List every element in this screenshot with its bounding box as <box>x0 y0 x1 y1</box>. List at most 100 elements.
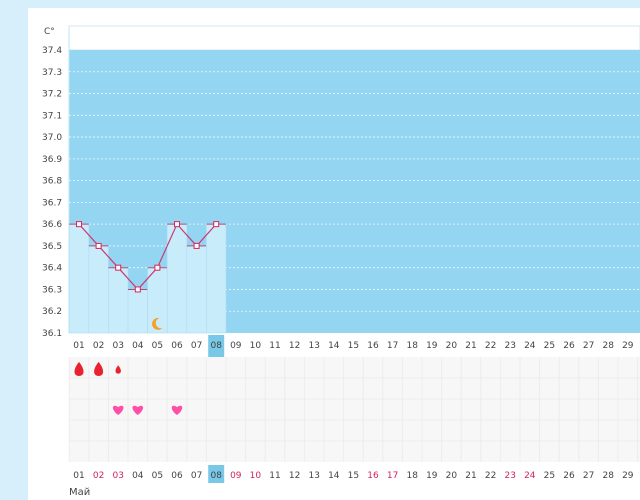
day-label: 03 <box>112 471 123 481</box>
day-label: 08 <box>210 341 222 351</box>
day-label: 08 <box>210 471 222 481</box>
y-axis-unit-label: C° <box>44 27 55 37</box>
plot-top-strip <box>68 25 640 51</box>
temperature-point <box>115 264 122 271</box>
day-label: 07 <box>191 341 202 351</box>
temperature-point <box>213 221 220 228</box>
day-label: 12 <box>289 471 300 481</box>
day-label: 29 <box>622 341 634 351</box>
day-bar <box>127 289 148 334</box>
temperature-line <box>78 223 217 291</box>
day-label: 03 <box>112 341 123 351</box>
y-tick-label: 36.5 <box>42 242 62 252</box>
y-tick-label: 36.3 <box>42 285 62 295</box>
day-label: 21 <box>465 471 476 481</box>
y-tick-label: 37.4 <box>42 46 62 56</box>
day-label: 05 <box>152 341 163 351</box>
day-label: 07 <box>191 471 202 481</box>
day-label: 04 <box>132 341 144 351</box>
day-label: 05 <box>152 471 163 481</box>
y-tick-label: 36.4 <box>42 264 62 274</box>
day-bar <box>147 267 168 334</box>
day-label: 18 <box>406 471 418 481</box>
day-label: 15 <box>348 471 359 481</box>
day-label: 25 <box>544 471 555 481</box>
drop-icon <box>74 362 84 376</box>
day-label: 13 <box>308 341 319 351</box>
day-label: 20 <box>446 471 458 481</box>
heart-icon <box>171 405 183 415</box>
day-label: 28 <box>602 471 614 481</box>
day-label: 26 <box>563 341 575 351</box>
day-label: 10 <box>250 471 262 481</box>
temperature-point <box>154 264 161 271</box>
day-bar <box>206 223 227 334</box>
heart-icon <box>132 405 144 415</box>
day-label: 19 <box>426 471 438 481</box>
day-label: 01 <box>73 341 84 351</box>
day-label: 09 <box>230 471 242 481</box>
day-label: 12 <box>289 341 300 351</box>
day-label: 29 <box>622 471 634 481</box>
day-label: 11 <box>269 341 280 351</box>
day-label: 17 <box>387 471 398 481</box>
y-tick-label: 37.2 <box>42 90 62 100</box>
day-label: 27 <box>583 471 594 481</box>
drop-icon <box>94 362 104 376</box>
month-label: Май <box>69 487 90 498</box>
day-label: 17 <box>387 341 398 351</box>
day-label: 18 <box>406 341 418 351</box>
y-tick-label: 36.7 <box>42 198 62 208</box>
symptom-grid <box>69 357 640 462</box>
temperature-point <box>76 221 82 228</box>
heart-icon <box>112 405 124 415</box>
moon-icon <box>152 317 163 330</box>
day-label: 06 <box>171 341 183 351</box>
day-label: 28 <box>602 341 614 351</box>
day-label: 02 <box>93 341 104 351</box>
day-label: 11 <box>269 471 280 481</box>
y-tick-label: 37.1 <box>42 111 62 121</box>
day-label: 19 <box>426 341 438 351</box>
y-tick-label: 36.6 <box>42 220 62 230</box>
day-bar <box>88 245 109 334</box>
day-label: 04 <box>132 471 144 481</box>
y-tick-label: 37.0 <box>42 133 62 143</box>
day-label: 10 <box>250 341 262 351</box>
temperature-point <box>95 242 102 249</box>
temperature-point <box>174 221 180 228</box>
y-tick-label: 36.9 <box>42 155 62 165</box>
day-label: 22 <box>485 341 496 351</box>
day-label: 15 <box>348 341 359 351</box>
day-bar <box>186 245 207 334</box>
y-tick-label: 36.1 <box>42 329 62 339</box>
day-label: 13 <box>308 471 319 481</box>
temperature-point <box>193 242 200 249</box>
day-label: 09 <box>230 341 242 351</box>
today-badge <box>208 335 225 357</box>
day-label: 24 <box>524 471 536 481</box>
temperature-point <box>134 286 141 293</box>
day-label: 23 <box>504 341 515 351</box>
y-tick-label: 36.8 <box>42 177 62 187</box>
day-label: 02 <box>93 471 104 481</box>
y-tick-label: 36.2 <box>42 307 62 317</box>
day-label: 24 <box>524 341 536 351</box>
day-bar <box>68 223 90 334</box>
day-label: 16 <box>367 341 379 351</box>
day-label: 22 <box>485 471 496 481</box>
day-label: 14 <box>328 341 340 351</box>
day-label: 23 <box>504 471 515 481</box>
day-label: 16 <box>367 471 379 481</box>
day-label: 26 <box>563 471 575 481</box>
drop-icon <box>115 365 121 374</box>
day-label: 20 <box>446 341 458 351</box>
day-label: 06 <box>171 471 183 481</box>
day-label: 25 <box>544 341 555 351</box>
day-label: 01 <box>73 471 84 481</box>
day-bar <box>108 267 129 334</box>
day-label: 21 <box>465 341 476 351</box>
day-label: 27 <box>583 341 594 351</box>
